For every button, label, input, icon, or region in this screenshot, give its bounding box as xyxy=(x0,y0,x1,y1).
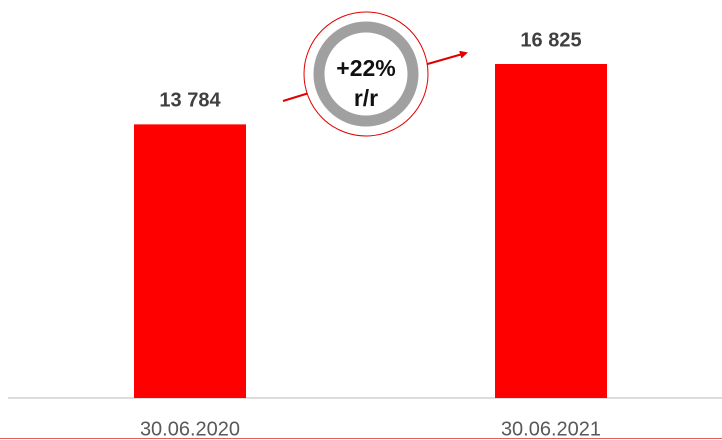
value-label: 13 784 xyxy=(159,90,221,112)
ring xyxy=(313,21,419,127)
value-label: 16 825 xyxy=(520,29,581,51)
x-tick-label: 30.06.2021 xyxy=(501,418,601,440)
annotation: +22% xyxy=(336,55,395,81)
annotation: r/r xyxy=(354,85,378,111)
bar xyxy=(495,64,607,398)
arrow-in xyxy=(282,92,310,102)
x-tick-label: 30.06.2020 xyxy=(140,418,240,440)
arrow-out xyxy=(423,50,468,66)
bar xyxy=(134,124,246,399)
